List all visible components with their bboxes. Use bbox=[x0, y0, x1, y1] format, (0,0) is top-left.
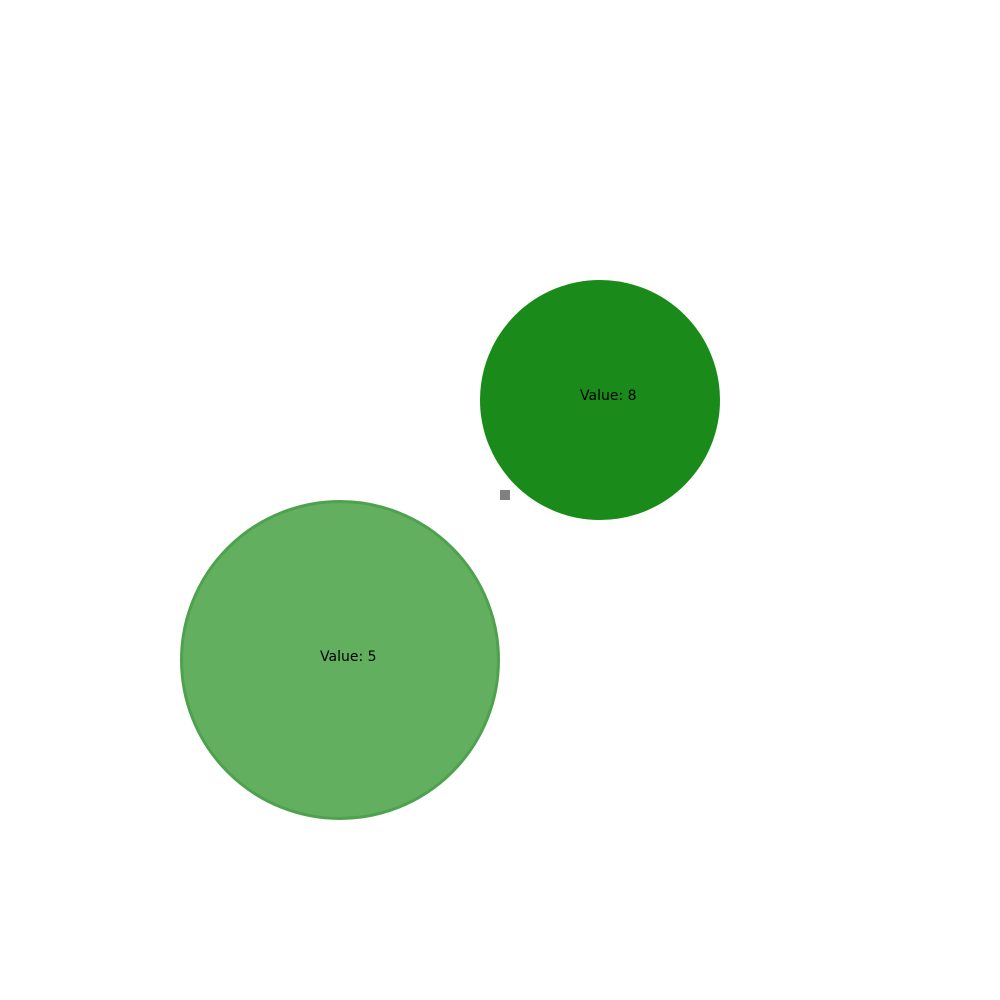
bubble-value-8[interactable]: Value: 8 bbox=[480, 280, 720, 520]
square-handle-icon[interactable] bbox=[500, 490, 510, 500]
bubble-label-value-8: Value: 8 bbox=[580, 388, 637, 404]
bubble-label-value-5: Value: 5 bbox=[320, 649, 377, 665]
bubble-value-5[interactable]: Value: 5 bbox=[180, 500, 500, 820]
